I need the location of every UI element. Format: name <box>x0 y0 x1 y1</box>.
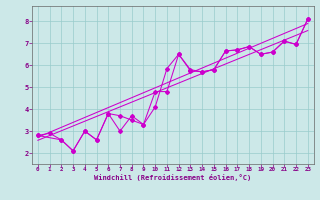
X-axis label: Windchill (Refroidissement éolien,°C): Windchill (Refroidissement éolien,°C) <box>94 174 252 181</box>
